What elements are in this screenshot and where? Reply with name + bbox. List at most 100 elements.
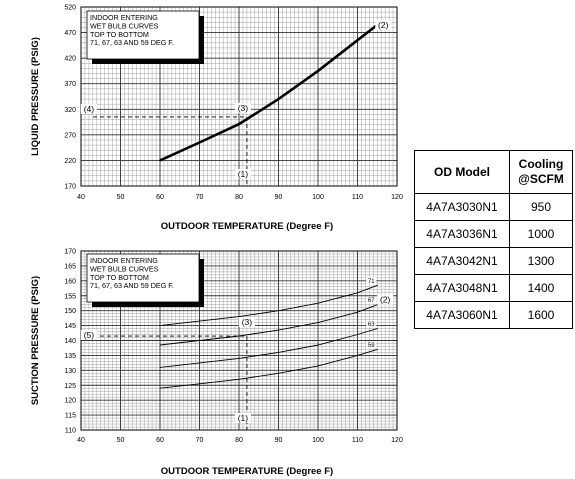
series-label-bg xyxy=(366,277,377,285)
x-tick-label: 80 xyxy=(235,194,243,201)
table-cell-model: 4A7A3030N1 xyxy=(414,193,510,221)
note-line: 71, 67, 63 AND 59 DEG F. xyxy=(90,38,174,47)
table-cell-scfm: 1300 xyxy=(509,247,573,275)
table-row: 4A7A3036N1 1000 xyxy=(414,220,573,248)
note-line: WET BULB CURVES xyxy=(90,264,159,273)
data-point xyxy=(376,284,378,286)
table-header-line: Cooling xyxy=(518,157,564,171)
y-tick-label: 270 xyxy=(64,132,76,139)
table-header-line: @SCFM xyxy=(518,172,564,186)
marker-label: (3) xyxy=(242,317,253,327)
y-tick-label: 160 xyxy=(64,278,76,285)
marker-bg xyxy=(234,413,251,423)
chart-2: 40 50 60 70 80 90 100 110 120 110 115 120 125 130 135 1… xyxy=(30,249,403,478)
y-tick-label: 170 xyxy=(64,249,76,256)
y-tick-label: 135 xyxy=(64,353,76,360)
y-tick-label: 140 xyxy=(64,338,76,345)
data-point xyxy=(277,98,280,100)
table-cell-model: 4A7A3048N1 xyxy=(414,274,510,302)
data-point xyxy=(357,311,358,313)
data-point xyxy=(159,387,161,389)
table-cell-scfm: 1400 xyxy=(509,274,573,302)
table-cell-scfm: 950 xyxy=(509,193,573,221)
y-tick-label: 150 xyxy=(64,308,76,315)
x-tick-label: 80 xyxy=(235,437,243,444)
data-point xyxy=(238,316,240,318)
note-line: TOP TO BOTTOM xyxy=(90,273,149,282)
data-point xyxy=(278,372,279,374)
x-axis-label: OUTDOOR TEMPERATURE (Degree F) xyxy=(161,466,333,477)
table-header-cooling: Cooling @SCFM xyxy=(509,150,573,194)
data-point xyxy=(357,334,358,336)
data-point xyxy=(159,159,161,162)
table-row: 4A7A3030N1 950 xyxy=(414,193,573,221)
table-header-od-model: OD Model xyxy=(414,150,510,194)
data-point xyxy=(317,302,319,304)
marker-label: (5) xyxy=(84,330,95,340)
marker-bg xyxy=(238,317,255,328)
marker-label: (2) xyxy=(378,20,389,30)
marker-bg xyxy=(377,294,394,305)
series-label: 67 xyxy=(368,298,375,304)
y-tick-label: 320 xyxy=(64,107,76,114)
x-tick-label: 70 xyxy=(196,194,204,201)
series-label: 63 xyxy=(368,322,375,328)
data-point xyxy=(198,141,201,144)
y-tick-label: 370 xyxy=(64,81,76,88)
data-point xyxy=(238,335,240,337)
y-tick-label: 170 xyxy=(64,184,76,191)
marker-label: (1) xyxy=(238,413,249,423)
table-header-row: OD Model Cooling @SCFM xyxy=(414,150,573,194)
note-line: WET BULB CURVES xyxy=(90,21,159,30)
x-tick-label: 90 xyxy=(275,194,283,201)
note-line: 71, 67, 63 AND 59 DEG F. xyxy=(90,281,174,290)
x-tick-label: 70 xyxy=(196,437,204,444)
data-point xyxy=(199,320,200,322)
series-label: 59 xyxy=(368,343,375,349)
y-tick-label: 145 xyxy=(64,323,76,330)
table-cell-model: 4A7A3060N1 xyxy=(414,301,510,329)
y-tick-label: 520 xyxy=(64,5,76,12)
data-point xyxy=(356,39,359,42)
x-tick-label: 100 xyxy=(312,194,324,201)
y-tick-label: 165 xyxy=(64,263,76,270)
data-point xyxy=(159,325,161,327)
note-box xyxy=(86,10,200,60)
note-line: TOP TO BOTTOM xyxy=(90,30,149,39)
data-point xyxy=(317,322,319,324)
data-point xyxy=(278,310,279,312)
y-tick-label: 115 xyxy=(65,413,76,420)
x-tick-label: 120 xyxy=(391,437,403,444)
marker-label: (3) xyxy=(238,103,249,113)
note-line: INDOOR ENTERING xyxy=(90,256,158,265)
data-point xyxy=(317,365,319,367)
marker-bg xyxy=(234,102,251,113)
data-point xyxy=(376,328,378,330)
x-tick-label: 110 xyxy=(352,437,363,444)
marker-label: (1) xyxy=(238,169,249,179)
note-line: INDOOR ENTERING xyxy=(90,13,158,22)
x-tick-label: 60 xyxy=(156,194,164,201)
y-tick-label: 120 xyxy=(64,398,76,405)
data-point xyxy=(357,292,358,294)
x-axis-label: OUTDOOR TEMPERATURE (Degree F) xyxy=(161,221,333,232)
plot-frame xyxy=(80,6,398,187)
marker-bg xyxy=(80,103,97,114)
x-tick-label: 120 xyxy=(391,194,403,201)
x-tick-label: 90 xyxy=(275,437,283,444)
x-tick-label: 50 xyxy=(117,194,125,201)
data-point xyxy=(238,378,240,380)
data-point xyxy=(278,329,279,331)
x-tick-label: 50 xyxy=(117,437,125,444)
data-point xyxy=(238,357,240,359)
table-header-line: OD Model xyxy=(434,164,490,179)
data-point xyxy=(199,362,200,364)
data-point xyxy=(159,366,161,368)
y-tick-label: 110 xyxy=(65,428,76,435)
marker-label: (2) xyxy=(380,295,391,305)
marker-bg xyxy=(234,169,251,179)
data-point xyxy=(278,351,279,353)
marker-bg xyxy=(375,19,392,30)
x-tick-label: 60 xyxy=(156,437,164,444)
